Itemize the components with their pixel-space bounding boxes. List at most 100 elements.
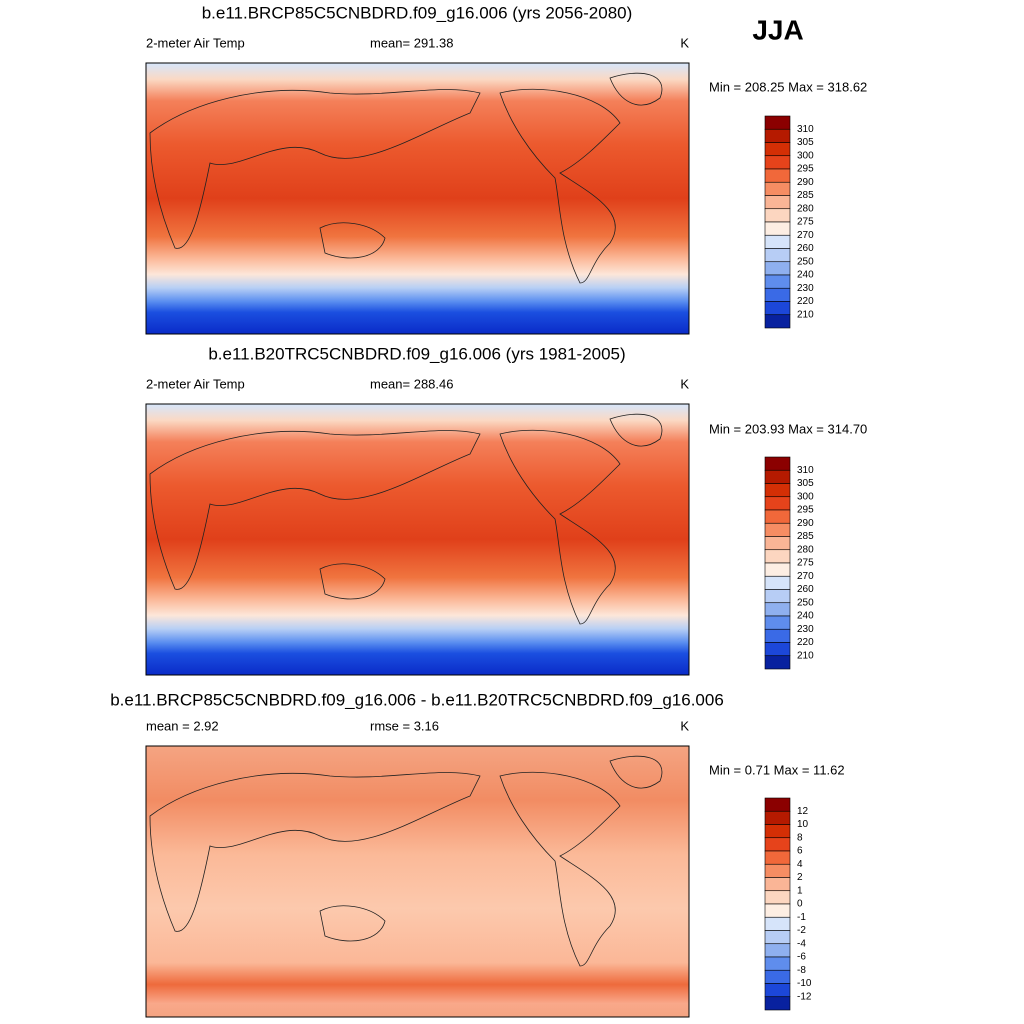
colorbar-label: 275 xyxy=(797,217,814,228)
continent-outline xyxy=(609,413,663,447)
left-label: mean = 2.92 xyxy=(146,718,219,733)
colorbar-box xyxy=(764,837,791,852)
colorbar-label: 12 xyxy=(797,806,809,817)
colorbar-label: 220 xyxy=(797,296,814,307)
min-max-label: Min = 0.71 Max = 11.62 xyxy=(709,762,845,777)
figure-title: JJA xyxy=(752,14,803,45)
colorbar-label: 260 xyxy=(797,243,814,254)
colorbar-label: -6 xyxy=(797,952,806,963)
colorbar-box xyxy=(764,890,791,905)
units-label: K xyxy=(680,718,689,733)
colorbar-box xyxy=(764,943,791,958)
continent-outline xyxy=(499,429,621,625)
colorbar-label: 310 xyxy=(797,124,814,135)
center-label: mean= 288.46 xyxy=(370,376,453,391)
center-label: mean= 291.38 xyxy=(370,35,453,50)
colorbar-box xyxy=(764,168,791,183)
colorbar-label: 0 xyxy=(797,899,803,910)
colorbar-box xyxy=(764,615,791,630)
continent-outline xyxy=(149,89,481,249)
colorbar-label: 250 xyxy=(797,597,814,608)
colorbar-box xyxy=(764,850,791,865)
colorbar-box xyxy=(764,863,791,878)
colorbar-label: 8 xyxy=(797,832,803,843)
colorbar-label: 295 xyxy=(797,505,814,516)
colorbar-box xyxy=(764,903,791,918)
colorbar-label: 230 xyxy=(797,283,814,294)
left-label: 2-meter Air Temp xyxy=(146,376,245,391)
continent-outline xyxy=(319,222,386,259)
colorbar-box xyxy=(764,549,791,564)
panel-title: b.e11.B20TRC5CNBDRD.f09_g16.006 (yrs 198… xyxy=(208,344,625,363)
colorbar-box xyxy=(764,602,791,617)
colorbar-box xyxy=(764,115,791,130)
colorbar-label: 230 xyxy=(797,624,814,635)
colorbar-box xyxy=(764,916,791,931)
colorbar-box xyxy=(764,655,791,670)
center-label: rmse = 3.16 xyxy=(370,718,439,733)
colorbar-box xyxy=(764,983,791,998)
colorbar-box xyxy=(764,128,791,143)
colorbar-label: 240 xyxy=(797,270,814,281)
colorbar-box xyxy=(764,274,791,289)
colorbar-box xyxy=(764,496,791,511)
colorbar-label: 2 xyxy=(797,872,803,883)
colorbar-box xyxy=(764,469,791,484)
colorbar-label: 260 xyxy=(797,584,814,595)
colorbar-box xyxy=(764,301,791,316)
colorbar-box xyxy=(764,314,791,329)
colorbar-label: 280 xyxy=(797,544,814,555)
continent-outline xyxy=(609,72,663,106)
colorbar-box xyxy=(764,456,791,471)
colorbar-label: -4 xyxy=(797,938,806,949)
colorbar-box xyxy=(764,221,791,236)
colorbar-box xyxy=(764,248,791,263)
units-label: K xyxy=(680,35,689,50)
colorbar-label: 305 xyxy=(797,137,814,148)
colorbar-label: 240 xyxy=(797,611,814,622)
colorbar-box xyxy=(764,562,791,577)
colorbar-label: 290 xyxy=(797,177,814,188)
colorbar-label: 280 xyxy=(797,203,814,214)
colorbar-label: 270 xyxy=(797,230,814,241)
colorbar-box xyxy=(764,287,791,302)
left-label: 2-meter Air Temp xyxy=(146,35,245,50)
colorbar-box xyxy=(764,181,791,196)
colorbar-box xyxy=(764,208,791,223)
continent-outline xyxy=(319,563,386,600)
continent-outline xyxy=(609,755,663,789)
map xyxy=(145,403,690,676)
colorbar-label: 300 xyxy=(797,150,814,161)
colorbar-label: -8 xyxy=(797,965,806,976)
colorbar-box xyxy=(764,195,791,210)
colorbar-box xyxy=(764,969,791,984)
colorbar-box xyxy=(764,797,791,812)
colorbar-box xyxy=(764,483,791,498)
colorbar-box xyxy=(764,234,791,249)
colorbar-label: 295 xyxy=(797,164,814,175)
colorbar-label: 10 xyxy=(797,819,809,830)
continent-outline xyxy=(149,430,481,590)
colorbar-box xyxy=(764,628,791,643)
map xyxy=(145,62,690,335)
colorbar-label: 6 xyxy=(797,846,803,857)
panel-title: b.e11.BRCP85C5CNBDRD.f09_g16.006 (yrs 20… xyxy=(202,3,633,22)
continent-outline xyxy=(149,772,481,932)
colorbar-box xyxy=(764,810,791,825)
colorbar-label: 290 xyxy=(797,518,814,529)
colorbar-box xyxy=(764,589,791,604)
colorbar-box xyxy=(764,509,791,524)
colorbar-label: 270 xyxy=(797,571,814,582)
colorbar-label: -10 xyxy=(797,978,812,989)
colorbar-label: -1 xyxy=(797,912,806,923)
panel-title: b.e11.BRCP85C5CNBDRD.f09_g16.006 - b.e11… xyxy=(110,690,724,709)
colorbar-box xyxy=(764,261,791,276)
min-max-label: Min = 208.25 Max = 318.62 xyxy=(709,79,867,94)
colorbar-box xyxy=(764,956,791,971)
colorbar-box xyxy=(764,877,791,892)
colorbar-label: 300 xyxy=(797,491,814,502)
continent-outline xyxy=(499,771,621,967)
units-label: K xyxy=(680,376,689,391)
continent-outline xyxy=(319,905,386,942)
